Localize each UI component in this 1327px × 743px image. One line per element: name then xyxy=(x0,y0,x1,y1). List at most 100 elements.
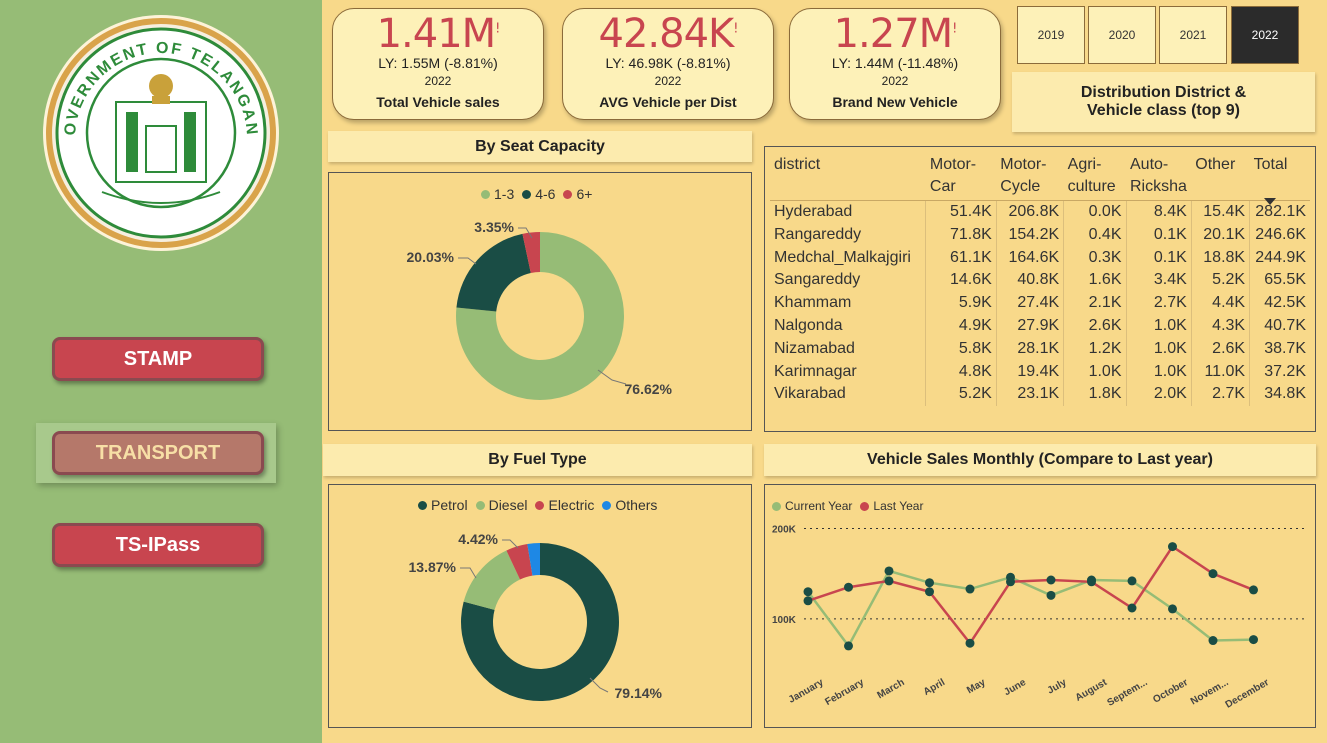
legend-item[interactable]: Last Year xyxy=(860,499,923,513)
data-point-last-year[interactable] xyxy=(884,576,894,586)
data-point-last-year[interactable] xyxy=(1006,577,1015,587)
legend-label: Others xyxy=(615,497,658,513)
value-cell: 2.1K xyxy=(1063,292,1126,315)
column-header-total[interactable]: Total xyxy=(1249,152,1310,205)
legend-item[interactable]: Diesel xyxy=(475,497,527,513)
value-cell: 0.3K xyxy=(1063,246,1126,270)
data-point-last-year[interactable] xyxy=(1249,585,1258,595)
value-cell: 5.8K xyxy=(925,337,997,361)
x-tick-label: April xyxy=(922,677,947,698)
data-point-current-year[interactable] xyxy=(1208,636,1218,646)
data-point-current-year[interactable] xyxy=(884,566,894,576)
table-row[interactable]: Sangareddy 14.6K 40.8K 1.6K 3.4K 5.2K 65.5K xyxy=(770,269,1310,293)
donut-slice-1-3[interactable] xyxy=(456,232,624,400)
x-tick-label: August xyxy=(1074,677,1110,704)
donut-slice-petrol[interactable] xyxy=(461,543,619,701)
year-2019-button[interactable]: 2019 xyxy=(1017,6,1085,64)
y-tick-label: 200K xyxy=(772,525,797,536)
data-point-last-year[interactable] xyxy=(1127,603,1137,613)
value-cell: 8.4K xyxy=(1125,200,1192,224)
data-point-last-year[interactable] xyxy=(925,587,934,597)
legend-item[interactable]: Petrol xyxy=(418,497,468,513)
column-header-motor-cycle[interactable]: Motor- Cycle xyxy=(996,152,1064,201)
data-point-last-year[interactable] xyxy=(1208,569,1218,579)
x-tick-label: December xyxy=(1224,677,1271,711)
donut-slice-others[interactable] xyxy=(527,543,540,576)
column-header-other[interactable]: Other xyxy=(1191,152,1250,201)
seat-capacity-donut-chart[interactable]: 76.62% 20.03% 3.35% xyxy=(328,172,752,431)
seat-legend: 1-3 4-6 6+ xyxy=(481,186,600,202)
year-2022-button[interactable]: 2022 xyxy=(1231,6,1299,64)
value-cell: 20.1K xyxy=(1190,223,1250,247)
donut-slice-diesel[interactable] xyxy=(463,550,521,610)
value-cell: 206.8K xyxy=(995,200,1064,224)
fuel-type-donut-chart[interactable]: 79.14% 13.87%4.42% xyxy=(328,484,752,728)
value-cell: 0.0K xyxy=(1063,200,1126,224)
value-cell: 3.4K xyxy=(1125,269,1192,293)
series-line-current-year[interactable] xyxy=(806,569,1254,649)
series-line-last-year[interactable] xyxy=(807,544,1254,646)
data-point-last-year[interactable] xyxy=(1087,577,1096,587)
monthly-sales-header: Vehicle Sales Monthly (Compare to Last y… xyxy=(764,444,1316,476)
legend-label: 4-6 xyxy=(535,186,556,202)
stamp-button[interactable]: STAMP xyxy=(52,337,264,381)
legend-item[interactable]: Others xyxy=(602,497,657,513)
legend-item[interactable]: Electric xyxy=(535,497,594,513)
column-header-district[interactable]: district xyxy=(770,152,926,201)
data-point-last-year[interactable] xyxy=(965,638,975,648)
data-label: 20.03% xyxy=(407,249,455,265)
donut-slice-electric[interactable] xyxy=(506,544,533,580)
x-tick-label: February xyxy=(823,677,866,708)
table-row[interactable]: Karimnagar 4.8K 19.4K 1.0K 1.0K 11.0K 37.2K xyxy=(770,360,1310,384)
table-row[interactable]: Medchal_Malkajgiri 61.1K 164.6K 0.3K 0.1K 18.… xyxy=(770,246,1310,270)
transport-button[interactable]: TRANSPORT xyxy=(52,431,264,475)
column-header-motor-car[interactable]: Motor- Car xyxy=(925,152,997,201)
value-cell: 37.2K xyxy=(1249,360,1310,384)
table-row[interactable]: Hyderabad 51.4K 206.8K 0.0K 8.4K 15.4K 282.1K xyxy=(770,200,1310,224)
legend-item[interactable]: 1-3 xyxy=(481,186,514,202)
data-point-last-year[interactable] xyxy=(844,582,853,592)
value-cell: 71.8K xyxy=(925,223,997,247)
ts-ipass-button[interactable]: TS-IPass xyxy=(52,523,264,567)
data-label-leader xyxy=(597,369,627,385)
data-point-current-year[interactable] xyxy=(925,578,934,588)
data-label-leader xyxy=(458,257,477,265)
district-name-cell: Karimnagar xyxy=(774,362,857,380)
value-cell: 1.2K xyxy=(1063,337,1126,361)
table-row[interactable]: Vikarabad 5.2K 23.1K 1.8K 2.0K 2.7K 34.8K xyxy=(770,383,1310,407)
kpi-avg-vehicle-per-dist: 42.84K! LY: 46.98K (-8.81%) 2022 AVG Veh… xyxy=(562,8,774,120)
data-point-current-year[interactable] xyxy=(844,641,853,651)
table-row[interactable]: Nizamabad 5.8K 28.1K 1.2K 1.0K 2.6K 38.7K xyxy=(770,337,1310,361)
data-point-current-year[interactable] xyxy=(1249,635,1258,645)
legend-label: Current Year xyxy=(785,499,853,513)
data-point-last-year[interactable] xyxy=(803,596,813,606)
legend-item[interactable]: 4-6 xyxy=(522,186,555,202)
data-point-current-year[interactable] xyxy=(1168,604,1177,614)
kpi-year: 2022 xyxy=(881,74,909,88)
year-2020-button[interactable]: 2020 xyxy=(1088,6,1156,64)
table-row[interactable]: Rangareddy 71.8K 154.2K 0.4K 0.1K 20.1K 246.6K xyxy=(770,223,1310,247)
table-row[interactable]: Nalgonda 4.9K 27.9K 2.6K 1.0K 4.3K 40.7K xyxy=(770,314,1310,338)
data-point-current-year[interactable] xyxy=(1046,590,1056,600)
column-header-label: Total xyxy=(1253,156,1288,173)
kpi-label: Total Vehicle sales xyxy=(376,94,500,110)
data-point-current-year[interactable] xyxy=(965,584,975,594)
legend-item[interactable]: Current Year xyxy=(772,499,852,513)
legend-item[interactable]: 6+ xyxy=(563,186,592,202)
data-point-last-year[interactable] xyxy=(1168,542,1177,552)
legend-dot xyxy=(535,500,545,510)
donut-slice-6-[interactable] xyxy=(522,232,540,273)
district-name-cell: Nalgonda xyxy=(774,316,843,334)
data-point-last-year[interactable] xyxy=(1046,575,1056,585)
column-header-auto-rickshaw[interactable]: Auto- Ricksha xyxy=(1126,152,1192,201)
table-row[interactable]: Khammam 5.9K 27.4K 2.1K 2.7K 4.4K 42.5K xyxy=(770,292,1310,315)
value-cell: 4.8K xyxy=(925,360,997,384)
donut-slice-4-6[interactable] xyxy=(456,233,531,312)
value-cell: 11.0K xyxy=(1190,360,1250,384)
data-point-current-year[interactable] xyxy=(1127,576,1137,586)
data-point-current-year[interactable] xyxy=(803,587,813,597)
year-2021-button[interactable]: 2021 xyxy=(1159,6,1227,64)
column-header-agriculture[interactable]: Agri-culture xyxy=(1063,152,1126,201)
kpi-alert-icon: ! xyxy=(495,21,500,37)
